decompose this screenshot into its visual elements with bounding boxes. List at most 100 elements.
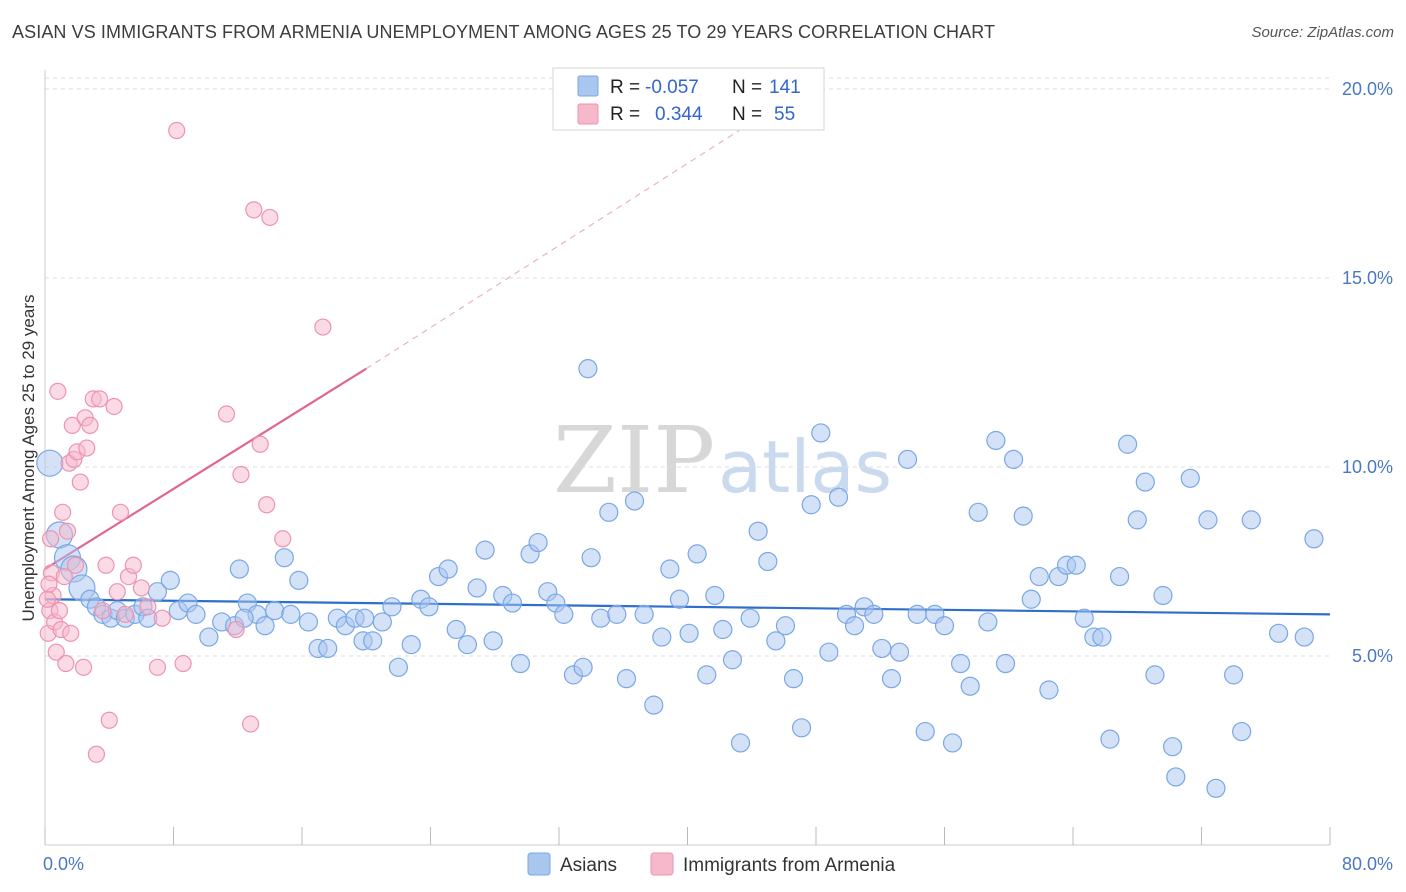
point-asians <box>1224 665 1244 685</box>
point-armenia <box>111 503 130 521</box>
point-asians <box>1294 627 1314 647</box>
point-armenia <box>232 465 250 484</box>
point-asians <box>697 665 717 685</box>
chart-title: ASIAN VS IMMIGRANTS FROM ARMENIA UNEMPLO… <box>12 22 996 42</box>
point-asians <box>438 559 458 579</box>
source-label: Source: ZipAtlas.com <box>1251 24 1394 41</box>
point-asians <box>1021 589 1041 609</box>
point-asians <box>934 616 955 636</box>
point-asians <box>766 631 786 651</box>
point-asians <box>1074 608 1094 628</box>
point-asians <box>740 608 760 628</box>
point-asians <box>669 589 690 609</box>
point-asians <box>758 551 778 572</box>
point-asians <box>363 631 383 651</box>
point-asians <box>828 487 849 507</box>
point-asians <box>968 502 988 522</box>
point-armenia <box>168 121 186 140</box>
point-asians <box>995 653 1016 674</box>
point-armenia <box>314 318 332 336</box>
point-armenia <box>217 405 236 423</box>
point-asians <box>502 593 523 613</box>
point-asians <box>783 669 804 689</box>
point-armenia <box>242 715 260 733</box>
trend-lines <box>44 80 1331 616</box>
point-armenia <box>274 530 292 548</box>
point-asians <box>1162 737 1183 757</box>
point-asians <box>554 604 574 624</box>
point-armenia <box>174 654 192 673</box>
point-asians <box>864 604 884 624</box>
point-armenia <box>258 496 276 514</box>
point-armenia <box>105 397 123 416</box>
point-asians <box>355 608 375 628</box>
point-asians <box>1153 585 1173 606</box>
point-armenia <box>49 382 67 400</box>
point-asians <box>1118 434 1138 454</box>
legend-n-value-armenia: 55 <box>774 104 795 125</box>
legend-top: R = -0.057 N = 141 R = 0.344 N = 55 <box>552 67 825 131</box>
point-asians <box>1206 778 1226 798</box>
point-asians <box>446 619 466 640</box>
point-asians <box>510 653 531 674</box>
point-asians <box>1109 566 1130 587</box>
point-asians <box>748 521 768 541</box>
point-asians <box>186 604 206 624</box>
point-asians <box>634 604 654 624</box>
point-asians <box>652 627 672 647</box>
point-asians <box>978 612 998 632</box>
point-asians <box>265 601 285 621</box>
point-asians <box>791 718 812 738</box>
point-asians <box>1198 510 1218 530</box>
legend-bottom: Asians Immigrants from Armenia <box>527 852 896 876</box>
point-armenia <box>55 567 73 586</box>
point-armenia <box>54 503 72 521</box>
point-armenia <box>100 711 118 729</box>
point-asians <box>1100 729 1120 749</box>
point-asians <box>483 631 503 651</box>
point-asians <box>722 650 743 670</box>
point-asians <box>289 570 309 590</box>
point-asians <box>573 657 593 677</box>
point-asians <box>1135 472 1155 492</box>
point-asians <box>687 544 707 564</box>
x-tick-label-min: 0.0% <box>43 854 84 874</box>
point-asians <box>986 430 1006 451</box>
legend-n-value-asians: 141 <box>769 77 801 98</box>
point-armenia <box>116 605 134 623</box>
point-asians <box>1013 506 1033 526</box>
point-asians <box>1145 665 1165 685</box>
point-asians <box>388 657 408 677</box>
legend-n-label-armenia: N = <box>732 104 762 125</box>
point-asians <box>660 559 680 579</box>
point-asians <box>591 608 611 628</box>
legend-r-label-asians: R = <box>610 77 640 98</box>
point-armenia <box>50 602 69 620</box>
point-asians <box>1166 767 1186 787</box>
point-asians <box>713 619 733 640</box>
point-armenia <box>78 439 96 457</box>
point-asians <box>644 695 664 715</box>
point-asians <box>1127 510 1147 530</box>
legend-swatch-asians <box>577 75 599 97</box>
point-asians <box>1241 510 1261 530</box>
point-armenia <box>124 556 142 574</box>
point-armenia <box>62 624 80 642</box>
point-asians <box>624 491 645 511</box>
point-asians <box>1180 468 1200 488</box>
point-asians <box>960 676 980 696</box>
point-asians <box>811 423 831 443</box>
point-asians <box>382 597 402 617</box>
point-armenia <box>97 556 115 574</box>
point-asians <box>318 638 338 659</box>
point-asians <box>1029 566 1049 587</box>
trend-line-armenia <box>44 367 367 570</box>
point-asians <box>705 585 725 606</box>
point-asians <box>942 733 963 753</box>
point-asians <box>1039 680 1059 700</box>
point-asians <box>801 495 821 515</box>
point-asians <box>819 642 839 662</box>
point-asians <box>915 721 935 742</box>
point-asians <box>607 604 627 624</box>
point-asians <box>897 449 918 469</box>
